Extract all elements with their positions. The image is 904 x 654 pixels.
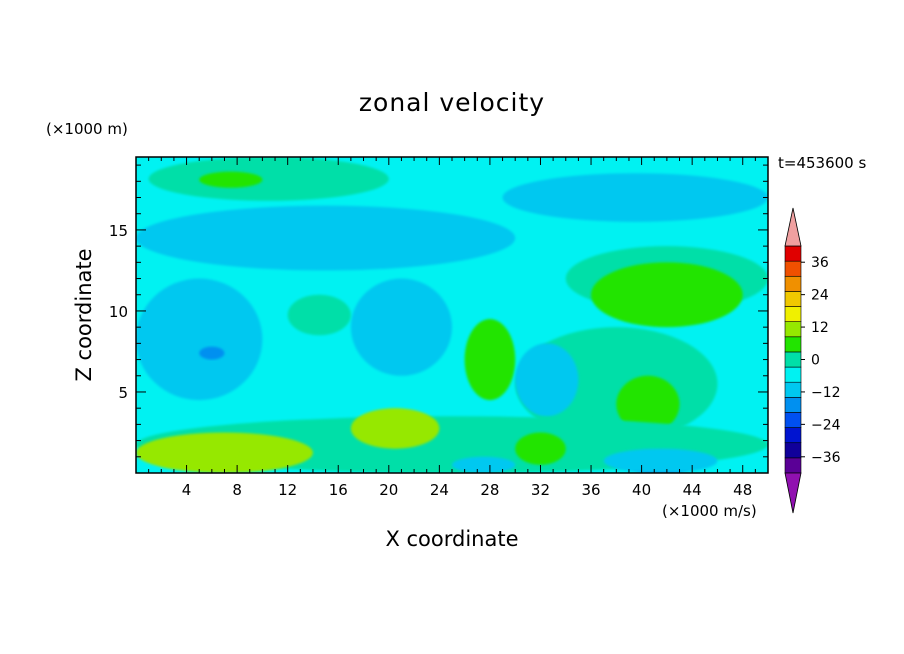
colorbar-over-triangle — [784, 207, 802, 247]
colorbar-cell — [784, 366, 802, 383]
y-tick-label: 15 — [109, 222, 128, 240]
x-tick-label: 32 — [531, 481, 550, 499]
field-region-upper-cyan-left — [136, 205, 516, 271]
time-label: t=453600 s — [778, 154, 867, 172]
x-tick-label: 44 — [683, 481, 702, 499]
colorbar-cell — [784, 412, 802, 428]
x-tick-label: 48 — [733, 481, 752, 499]
field-region-cyan-cell — [515, 343, 579, 417]
x-tick-label: 36 — [581, 481, 600, 499]
field-region-upper-cyan-right — [502, 173, 768, 222]
colorbar-tick-label: 12 — [811, 320, 829, 336]
field-region-mid-green-patch — [287, 294, 351, 336]
field-region-lower-left-peak — [161, 443, 238, 461]
x-tick-label: 8 — [232, 481, 242, 499]
field-region-mid-cyan-blob — [350, 278, 452, 376]
colorbar-cell — [784, 427, 802, 444]
x-axis-ticks: 4 8 12 16 20 24 28 32 36 40 44 48 — [148, 157, 756, 499]
colorbar-cell — [784, 306, 802, 322]
colorbar-cell — [784, 260, 802, 277]
field-region-left-cyan — [136, 278, 263, 401]
colorbar-cell — [784, 397, 802, 413]
x-tick-label: 12 — [278, 481, 297, 499]
x-axis-label: X coordinate — [385, 527, 519, 551]
colorbar-tick-label: −24 — [811, 417, 841, 433]
colorbar-tick-label: −12 — [811, 385, 841, 401]
field-region-lower-yellow-blob — [350, 408, 440, 449]
colorbar-cell — [784, 321, 802, 338]
field-region-centre-yellowgreen — [464, 319, 516, 401]
field-region-upper-left-peak — [199, 171, 263, 188]
x-tick-label: 4 — [182, 481, 192, 499]
x-tick-label: 20 — [379, 481, 398, 499]
colorbar-cell — [784, 291, 802, 307]
field-region-right-upper-yellowgreen — [591, 262, 743, 328]
y-axis-ticks: 5 10 15 — [109, 164, 768, 458]
field-region-lower-mid-yellowgreen — [515, 432, 566, 465]
field-region-right-yellowgreen — [616, 375, 680, 433]
colorbar-tick-label: 24 — [811, 288, 829, 304]
colorbar: 36 24 12 0 −12 −24 −36 — [784, 207, 841, 514]
colorbar-cell — [784, 351, 802, 368]
y-tick-label: 5 — [118, 384, 128, 402]
colorbar-cell — [784, 336, 802, 353]
colorbar-cell — [784, 381, 802, 398]
colorbar-under-triangle — [784, 472, 802, 514]
chart-title: zonal velocity — [358, 88, 546, 117]
colorbar-cell — [784, 457, 802, 474]
field-region-bottom-cyan-42 — [603, 448, 718, 473]
y-unit-label: (×1000 m) — [46, 120, 128, 138]
x-tick-label: 16 — [329, 481, 348, 499]
field-region-left-blue-spot — [199, 346, 225, 360]
x-tick-label: 24 — [430, 481, 449, 499]
y-tick-label: 10 — [109, 303, 128, 321]
colorbar-tick-label: −36 — [811, 450, 841, 466]
x-tick-label: 28 — [480, 481, 499, 499]
velocity-field — [136, 157, 768, 473]
colorbar-cell — [784, 442, 802, 459]
x-unit-label: (×1000 m/s) — [662, 502, 757, 520]
y-axis-label: Z coordinate — [72, 248, 96, 382]
colorbar-cell — [784, 275, 802, 292]
colorbar-tick-label: 0 — [811, 353, 820, 369]
colorbar-cell — [784, 245, 802, 262]
field-region-bottom-cyan-28 — [452, 456, 516, 473]
field-region-upper-left-band — [148, 157, 389, 201]
colorbar-tick-label: 36 — [811, 255, 829, 271]
x-tick-label: 40 — [632, 481, 651, 499]
